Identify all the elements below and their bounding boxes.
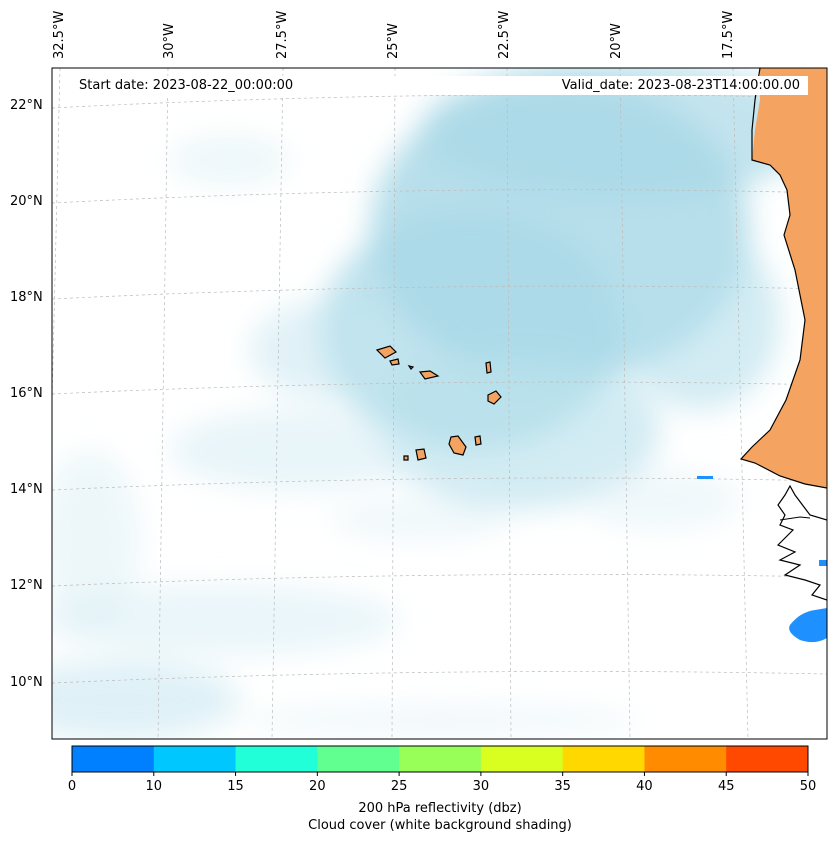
colorbar	[72, 746, 809, 772]
cape-verde-islands	[375, 345, 502, 461]
lat-tick-label: 14°N	[10, 482, 43, 497]
lat-tick-label: 22°N	[10, 98, 43, 113]
valid-date-label: Valid_date: 2023-08-23T14:00:00.00	[561, 78, 800, 93]
colorbar-label: 200 hPa reflectivity (dbz)	[358, 801, 522, 816]
colorbar-tick-label: 15	[227, 779, 244, 794]
lon-tick-label: 32.5°W	[52, 10, 67, 59]
lon-tick-label: 20°W	[609, 23, 624, 59]
colorbar-tick-label: 50	[799, 779, 817, 794]
lon-tick-label: 30°W	[162, 23, 177, 59]
colorbar-segment	[235, 746, 318, 772]
colorbar-segment	[153, 746, 237, 772]
colorbar-tick-label: 20	[309, 779, 326, 794]
colorbar-tick-label: 25	[390, 779, 408, 794]
lat-tick-label: 16°N	[10, 386, 43, 401]
colorbar-tick-label: 35	[554, 779, 571, 794]
colorbar-segment	[317, 746, 400, 772]
colorbar-segment	[480, 746, 564, 772]
colorbar-tick-label: 10	[145, 779, 163, 794]
africa-land	[741, 68, 827, 488]
lon-tick-label: 25°W	[386, 23, 401, 59]
lat-tick-label: 20°N	[10, 194, 43, 209]
graticule	[52, 68, 827, 739]
colorbar-segment	[399, 746, 482, 772]
header-strip	[68, 76, 808, 95]
colorbar-tick-label: 45	[717, 779, 735, 794]
colorbar-tick-label: 40	[636, 779, 653, 794]
colorbar-segment	[726, 746, 809, 772]
west-africa-coastline	[776, 484, 827, 601]
colorbar-sublabel: Cloud cover (white background shading)	[308, 818, 572, 833]
cloud-cover-shading	[52, 68, 820, 739]
lon-tick-label: 22.5°W	[497, 10, 512, 59]
lat-tick-label: 10°N	[10, 675, 43, 690]
lat-tick-label: 12°N	[10, 578, 43, 593]
colorbar-segment	[644, 746, 727, 772]
start-date-label: Start date: 2023-08-22_00:00:00	[79, 78, 294, 93]
lon-tick-label: 27.5°W	[275, 10, 290, 59]
colorbar-frame	[71, 745, 809, 773]
map-frame	[51, 67, 828, 740]
africa-coastline	[739, 68, 827, 489]
colorbar-segment	[562, 746, 645, 772]
lon-tick-label: 17.5°W	[721, 10, 736, 59]
colorbar-tick-label: 0	[67, 779, 77, 794]
lat-tick-label: 18°N	[10, 290, 43, 305]
reflectivity-cells	[697, 476, 827, 643]
colorbar-segment	[72, 746, 155, 772]
colorbar-tick-label: 30	[472, 779, 490, 794]
